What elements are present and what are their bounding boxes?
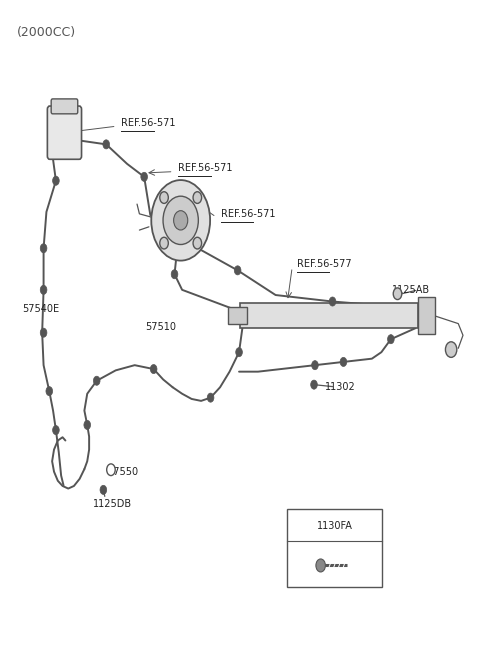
FancyBboxPatch shape (48, 106, 82, 159)
Circle shape (141, 172, 147, 181)
Text: 57550: 57550 (107, 466, 138, 477)
Circle shape (40, 244, 47, 253)
Circle shape (40, 328, 47, 337)
Circle shape (393, 288, 402, 299)
Text: REF.56-571: REF.56-571 (121, 118, 176, 128)
Circle shape (312, 361, 318, 369)
Circle shape (445, 342, 457, 358)
Circle shape (329, 297, 336, 306)
Text: (2000CC): (2000CC) (17, 26, 76, 39)
Circle shape (103, 140, 109, 149)
Circle shape (171, 270, 178, 279)
Text: 1125DB: 1125DB (93, 499, 132, 509)
Circle shape (340, 358, 347, 366)
Circle shape (311, 380, 317, 389)
Circle shape (46, 386, 53, 396)
Bar (288, 510, 383, 588)
Circle shape (193, 192, 202, 204)
Circle shape (53, 426, 59, 435)
Circle shape (107, 464, 115, 476)
Text: 1130FA: 1130FA (317, 521, 353, 531)
Circle shape (234, 266, 241, 275)
Circle shape (316, 559, 325, 572)
Text: 57510: 57510 (145, 322, 176, 333)
Circle shape (387, 335, 394, 344)
Bar (228, 307, 247, 324)
Circle shape (174, 211, 188, 230)
Text: 1125AB: 1125AB (392, 285, 430, 295)
Circle shape (100, 485, 107, 495)
Circle shape (193, 237, 202, 249)
Circle shape (94, 376, 100, 385)
Text: REF.56-571: REF.56-571 (221, 209, 276, 219)
Text: REF.56-571: REF.56-571 (179, 163, 233, 174)
Circle shape (40, 286, 47, 294)
Circle shape (207, 393, 214, 402)
Text: 57540E: 57540E (22, 305, 59, 314)
Circle shape (236, 348, 242, 357)
FancyBboxPatch shape (51, 99, 78, 114)
Circle shape (151, 180, 210, 261)
Circle shape (53, 176, 59, 185)
Circle shape (84, 421, 91, 430)
Text: 11302: 11302 (325, 383, 356, 392)
Bar (240, 303, 418, 328)
Bar (418, 297, 434, 334)
Circle shape (160, 237, 168, 249)
Circle shape (160, 192, 168, 204)
Circle shape (163, 196, 198, 244)
Circle shape (150, 365, 157, 373)
Text: REF.56-577: REF.56-577 (297, 259, 351, 269)
